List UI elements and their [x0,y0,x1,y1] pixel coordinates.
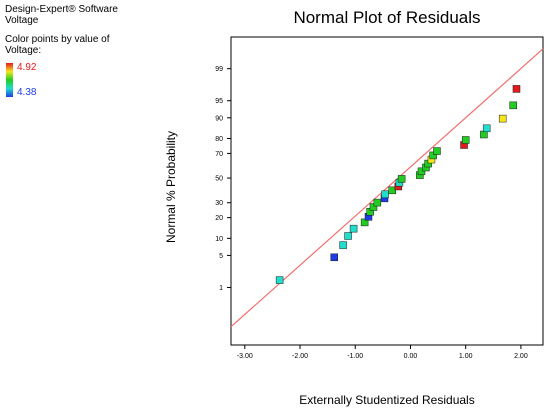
x-tick-label: -1.00 [347,353,363,360]
data-point [429,151,437,160]
data-point [360,218,369,227]
x-tick-label: -3.00 [237,353,253,360]
color-legend-bar [6,63,13,97]
x-tick-label: 1.00 [459,353,473,360]
data-point [433,147,441,155]
data-point [397,175,406,183]
data-point [344,232,352,240]
software-info: Design-Expert® Software Voltage Color po… [5,4,118,56]
y-tick-label: 50 [215,176,223,183]
data-point [275,276,284,284]
data-point [381,190,389,199]
x-tick-label: 2.00 [514,353,528,360]
color-legend-min: 4.38 [17,87,37,98]
color-legend-max: 4.92 [17,62,37,73]
reference-line-group [230,48,544,328]
axes: -3.00 -2.00 -1.00 0.00 1.00 2.00 1 5 10 20 30 50 70 8… [215,66,528,360]
y-tick-label: 5 [219,253,223,260]
data-point [417,167,426,176]
y-tick-label: 10 [215,236,223,243]
data-points [275,85,521,284]
data-point [461,136,470,144]
y-tick-label: 70 [215,151,223,158]
data-point [498,114,507,123]
color-legend-label: Color points by value of [5,34,110,45]
plot-frame [230,36,544,346]
data-point [512,85,521,93]
x-tick-label: 0.00 [404,353,418,360]
data-point [373,198,382,207]
data-point [369,203,378,211]
data-point [339,241,347,249]
y-tick-label: 1 [219,285,223,292]
y-tick-label: 95 [215,98,223,105]
response-name: Voltage [5,15,39,26]
data-point [509,101,517,110]
data-point [388,186,396,195]
data-point [349,224,358,233]
x-tick-label: -2.00 [292,353,308,360]
chart-title: Normal Plot of Residuals [293,8,481,27]
y-tick-label: 30 [215,200,223,207]
y-tick-label: 80 [215,136,223,143]
reference-line [230,48,544,328]
x-axis-label: Externally Studentized Residuals [299,393,475,407]
data-point [482,124,491,133]
y-tick-label: 90 [215,115,223,122]
data-point [330,253,339,262]
color-legend-label-2: Voltage: [5,45,42,56]
y-tick-label: 99 [215,66,223,73]
y-tick-label: 20 [215,215,223,222]
software-name: Design-Expert® Software [5,4,118,15]
